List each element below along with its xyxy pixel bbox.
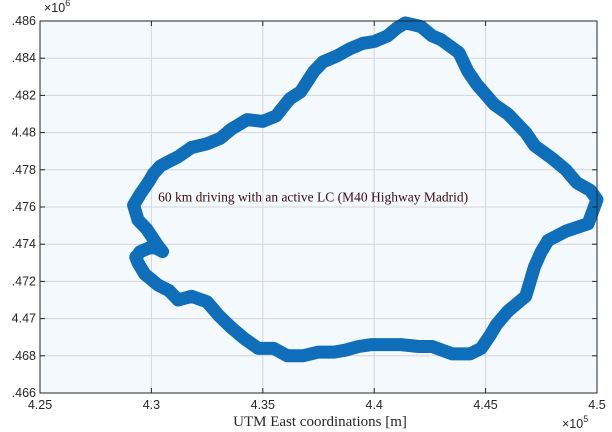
y-tick-label: .476 — [12, 200, 36, 214]
x-tick-label: 4.25 — [28, 398, 52, 412]
grid-lines — [39, 20, 598, 394]
y-tick-label: .474 — [12, 237, 36, 251]
x-tick-label: 4.35 — [251, 398, 275, 412]
x-axis-ticks: 4.25 4.3 4.35 4.4 4.45 4.5 — [28, 21, 606, 412]
route-trace — [127, 16, 604, 363]
y-tick-label: .482 — [12, 88, 36, 102]
x-tick-label: 4.45 — [473, 398, 497, 412]
x-tick-label: 4.5 — [588, 398, 605, 412]
x-tick-label: 4.4 — [366, 398, 383, 412]
y-tick-label: 4.47 — [12, 312, 36, 326]
y-axis-exponent: ×106 — [44, 0, 70, 15]
y-axis-ticks: .466 .468 4.47 .472 .474 .476 .478 4.48 .482 .484… — [12, 14, 597, 400]
y-tick-label: .468 — [12, 349, 36, 363]
y-tick-label: .466 — [12, 386, 36, 400]
route-annotation: 60 km driving with an active LC (M40 Hig… — [158, 189, 468, 204]
y-tick-label: 4.48 — [12, 126, 36, 140]
y-tick-label: .484 — [12, 51, 36, 65]
y-tick-label: .472 — [12, 274, 36, 288]
y-tick-label: .486 — [12, 14, 36, 28]
x-axis-label: UTM East coordinations [m] — [233, 414, 407, 430]
x-axis-exponent: ×105 — [562, 414, 588, 431]
y-tick-label: .478 — [12, 163, 36, 177]
x-tick-label: 4.3 — [143, 398, 160, 412]
